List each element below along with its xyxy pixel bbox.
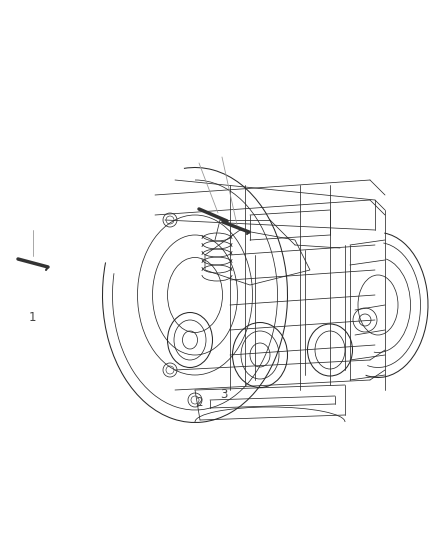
Text: 3: 3 — [220, 388, 227, 401]
Text: 2: 2 — [195, 396, 203, 409]
Text: 1: 1 — [29, 311, 37, 324]
